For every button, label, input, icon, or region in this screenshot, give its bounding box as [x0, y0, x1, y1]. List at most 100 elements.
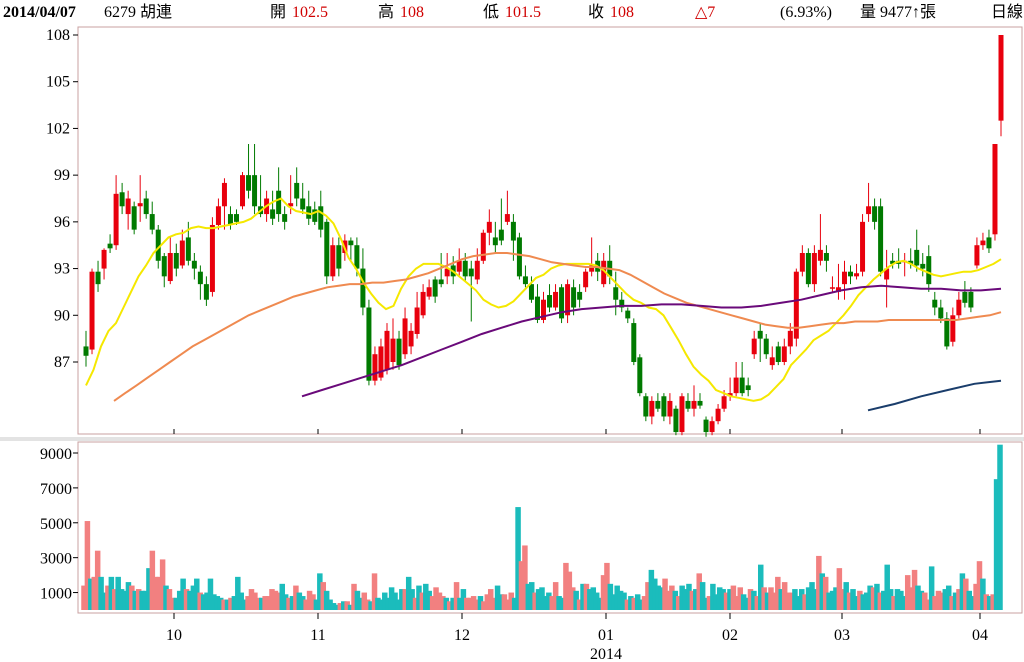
volume-bar: [580, 583, 586, 610]
volume-bar: [850, 589, 856, 610]
volume-bar: [959, 573, 966, 610]
volume-bar: [423, 583, 429, 610]
candle-body: [944, 318, 950, 347]
volume-bar: [392, 592, 398, 610]
candle-body: [679, 396, 685, 433]
high-value: 108: [400, 4, 424, 21]
volume-bar: [891, 596, 897, 610]
volume-bar: [993, 479, 1000, 610]
volume-bar: [641, 596, 648, 610]
volume-bar: [303, 599, 309, 610]
candle-body: [956, 299, 962, 316]
volume-bar: [549, 596, 556, 610]
month-label: 12: [454, 627, 470, 644]
volume-bar: [354, 590, 361, 610]
candle-body: [179, 240, 185, 266]
volume-bar: [686, 583, 692, 610]
volume-bar: [843, 582, 849, 610]
volume-bar: [751, 590, 757, 610]
candle-body: [143, 198, 149, 215]
volume-bar: [781, 582, 788, 610]
candle-body: [547, 295, 553, 308]
candle-body: [492, 237, 498, 246]
volume-bar: [419, 592, 426, 610]
candle-body: [288, 203, 294, 207]
volume-bar: [368, 601, 374, 610]
volume-bar: [94, 550, 101, 610]
candle-body: [252, 175, 258, 207]
candle-body: [354, 245, 360, 269]
candle-body: [456, 260, 462, 272]
candle-body: [480, 232, 486, 261]
volume-bar: [385, 597, 391, 610]
year-label: 2014: [590, 646, 622, 662]
quote-header: 2014/04/07 6279 胡連 開 102.5 高 108 低 101.5…: [0, 0, 1024, 26]
candle-body: [113, 193, 119, 246]
volume-bar: [805, 587, 812, 610]
candle-body: [468, 268, 474, 277]
volume-bar: [272, 590, 279, 610]
candle-body: [799, 253, 805, 272]
volume-bar: [487, 589, 494, 610]
volume-bar: [611, 594, 617, 610]
candle-body: [119, 192, 125, 207]
volume-bar: [190, 585, 197, 610]
volume-bar: [170, 597, 176, 610]
volume-bar: [976, 561, 983, 610]
volume-bar: [597, 597, 603, 610]
candle-body: [474, 260, 480, 280]
volume-bar: [867, 585, 873, 610]
volume-bar: [129, 585, 135, 610]
volume-bar: [388, 587, 395, 610]
volume-bar: [125, 582, 132, 610]
candle-body: [950, 315, 956, 342]
volume-bar: [645, 582, 651, 610]
volume-bar: [682, 589, 689, 610]
volume-bars: [81, 444, 1003, 610]
volume-bar: [566, 571, 573, 610]
volume-bar: [901, 596, 908, 610]
volume-bar: [477, 596, 484, 610]
volume-bar: [299, 596, 306, 610]
candle-body: [727, 393, 733, 397]
candle-body: [516, 237, 522, 277]
candle-body: [763, 338, 769, 355]
volume-bar: [822, 576, 829, 610]
candle-body: [697, 400, 703, 406]
volume-bar: [727, 589, 733, 610]
candle-body: [625, 310, 631, 319]
volume-bar: [693, 589, 699, 610]
volume-bar: [313, 599, 320, 610]
volume-bar: [638, 599, 644, 610]
candle-body: [270, 209, 276, 219]
volume-bar: [812, 589, 819, 610]
candle-body: [854, 273, 860, 277]
volume-bar: [327, 599, 333, 610]
candle-body: [215, 206, 221, 225]
volume-bar: [624, 599, 631, 610]
volume-bar: [734, 596, 740, 610]
candle-body: [191, 260, 197, 269]
volume-bar: [652, 578, 658, 610]
volume-bar: [228, 597, 234, 610]
volume-bar: [306, 590, 313, 610]
candle-body: [125, 198, 131, 215]
volume-bar: [221, 599, 227, 610]
volume-bar: [935, 590, 942, 610]
candle-body: [559, 287, 565, 319]
volume-bar: [840, 589, 846, 610]
candle-body: [282, 214, 288, 222]
volume-bar: [235, 576, 241, 610]
volume-bar: [696, 573, 702, 610]
volume-axis-label: 5000: [40, 516, 72, 533]
volume-bar: [942, 589, 949, 610]
candle-body: [167, 253, 173, 282]
volume-bar: [689, 590, 696, 610]
volume-bar: [115, 576, 121, 610]
ma60-line: [301, 284, 1002, 398]
candle-body: [811, 253, 817, 285]
high-label: 高: [378, 4, 395, 21]
volume-bar: [563, 562, 569, 610]
volume-bar: [583, 583, 590, 610]
